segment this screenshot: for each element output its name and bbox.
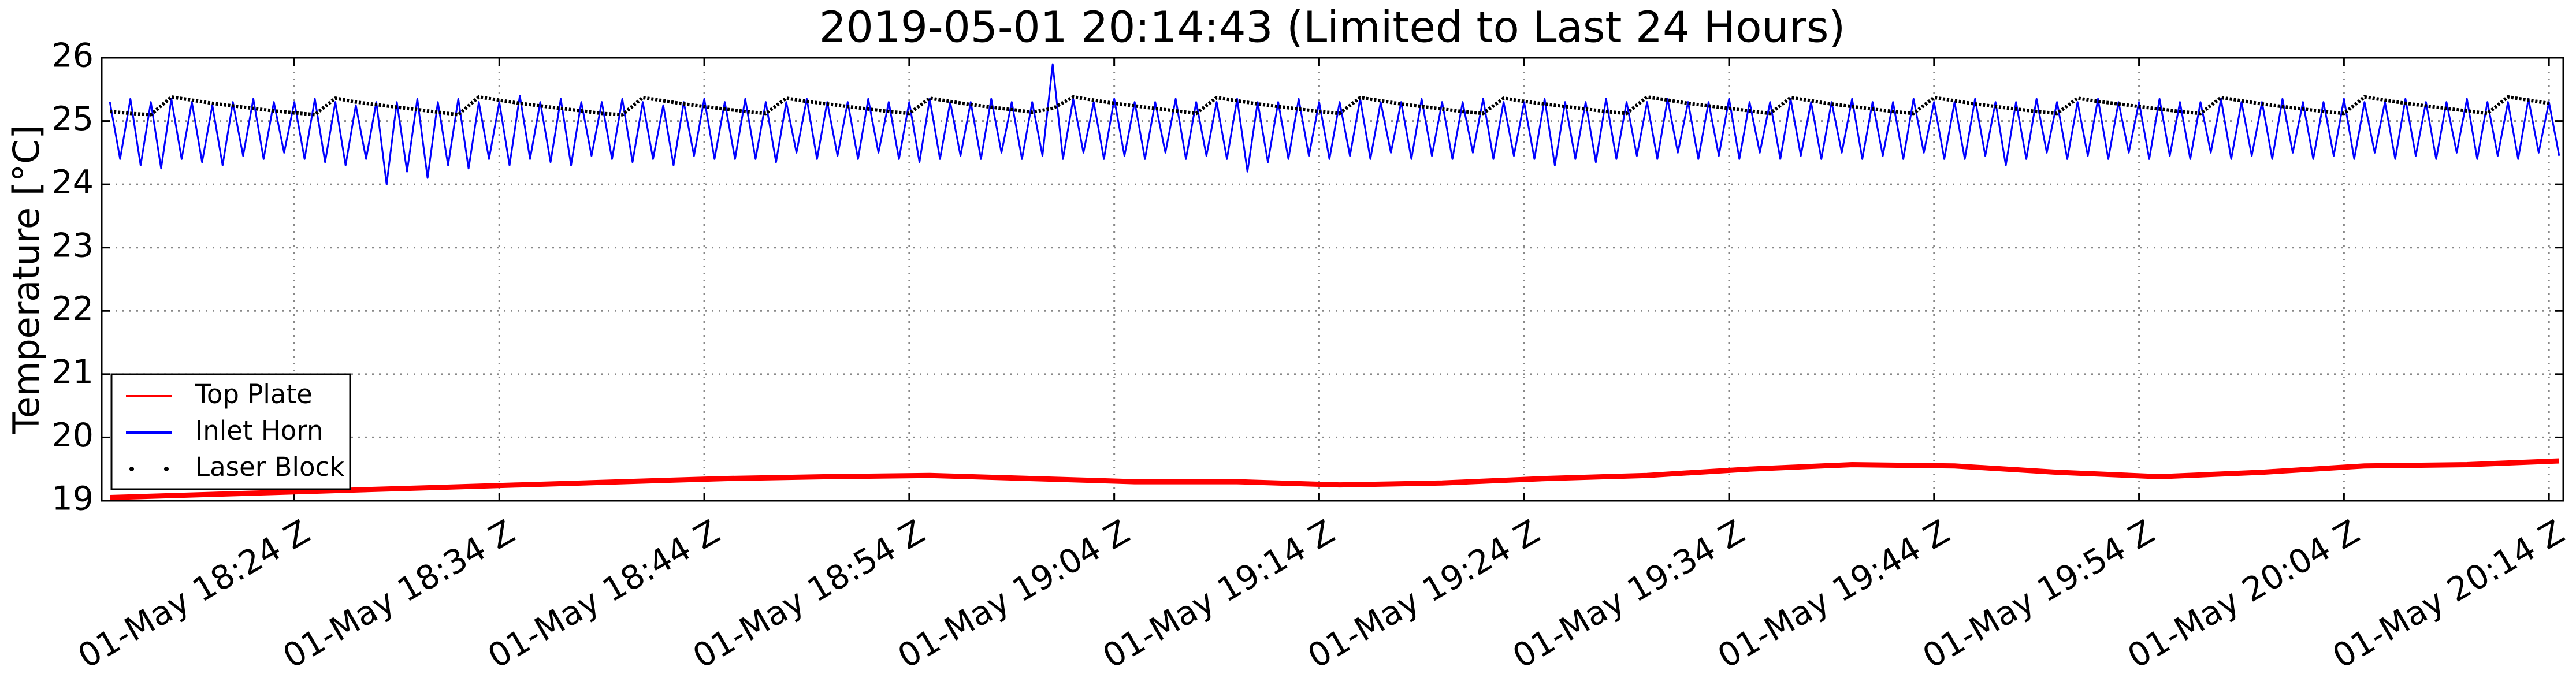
legend-marker xyxy=(129,467,134,471)
x-tick-label: 01-May 18:44 Z xyxy=(482,513,726,674)
legend-label: Laser Block xyxy=(195,452,344,482)
x-tick-label: 01-May 18:54 Z xyxy=(687,513,931,674)
x-tick-label: 01-May 19:24 Z xyxy=(1302,513,1546,674)
x-tick-label: 01-May 19:44 Z xyxy=(1711,513,1956,674)
y-axis-label: Temperature [°C] xyxy=(5,125,47,434)
x-tick-label: 01-May 19:54 Z xyxy=(1916,513,2161,674)
series-line xyxy=(109,63,2560,185)
y-tick-label: 24 xyxy=(51,163,94,202)
x-tick-label: 01-May 19:04 Z xyxy=(891,513,1136,674)
series-group xyxy=(109,63,2560,185)
plot-frame xyxy=(101,57,2564,502)
y-tick-label: 22 xyxy=(51,290,94,328)
x-tick-label: 01-May 19:14 Z xyxy=(1096,513,1341,674)
legend-label: Inlet Horn xyxy=(195,415,324,446)
x-tick-label: 01-May 18:24 Z xyxy=(72,513,316,674)
y-tick-label: 19 xyxy=(51,480,94,518)
legend-label: Top Plate xyxy=(195,379,313,409)
series-group xyxy=(109,95,2549,117)
series-line xyxy=(109,95,2549,117)
x-tick-label: 01-May 20:14 Z xyxy=(2326,513,2571,674)
chart-title: 2019-05-01 20:14:43 (Limited to Last 24 … xyxy=(819,3,1846,53)
x-tick-label: 01-May 20:04 Z xyxy=(2121,513,2366,674)
series-group xyxy=(110,458,2560,500)
x-tick-label: 01-May 19:34 Z xyxy=(1507,513,1751,674)
y-tick-label: 20 xyxy=(51,416,94,455)
series-line xyxy=(110,458,2560,500)
legend-marker xyxy=(164,467,169,471)
y-tick-label: 21 xyxy=(51,353,94,391)
y-tick-label: 25 xyxy=(51,100,94,138)
y-tick-label: 26 xyxy=(51,37,94,75)
x-tick-label: 01-May 18:34 Z xyxy=(277,513,521,674)
y-tick-label: 23 xyxy=(51,226,94,265)
